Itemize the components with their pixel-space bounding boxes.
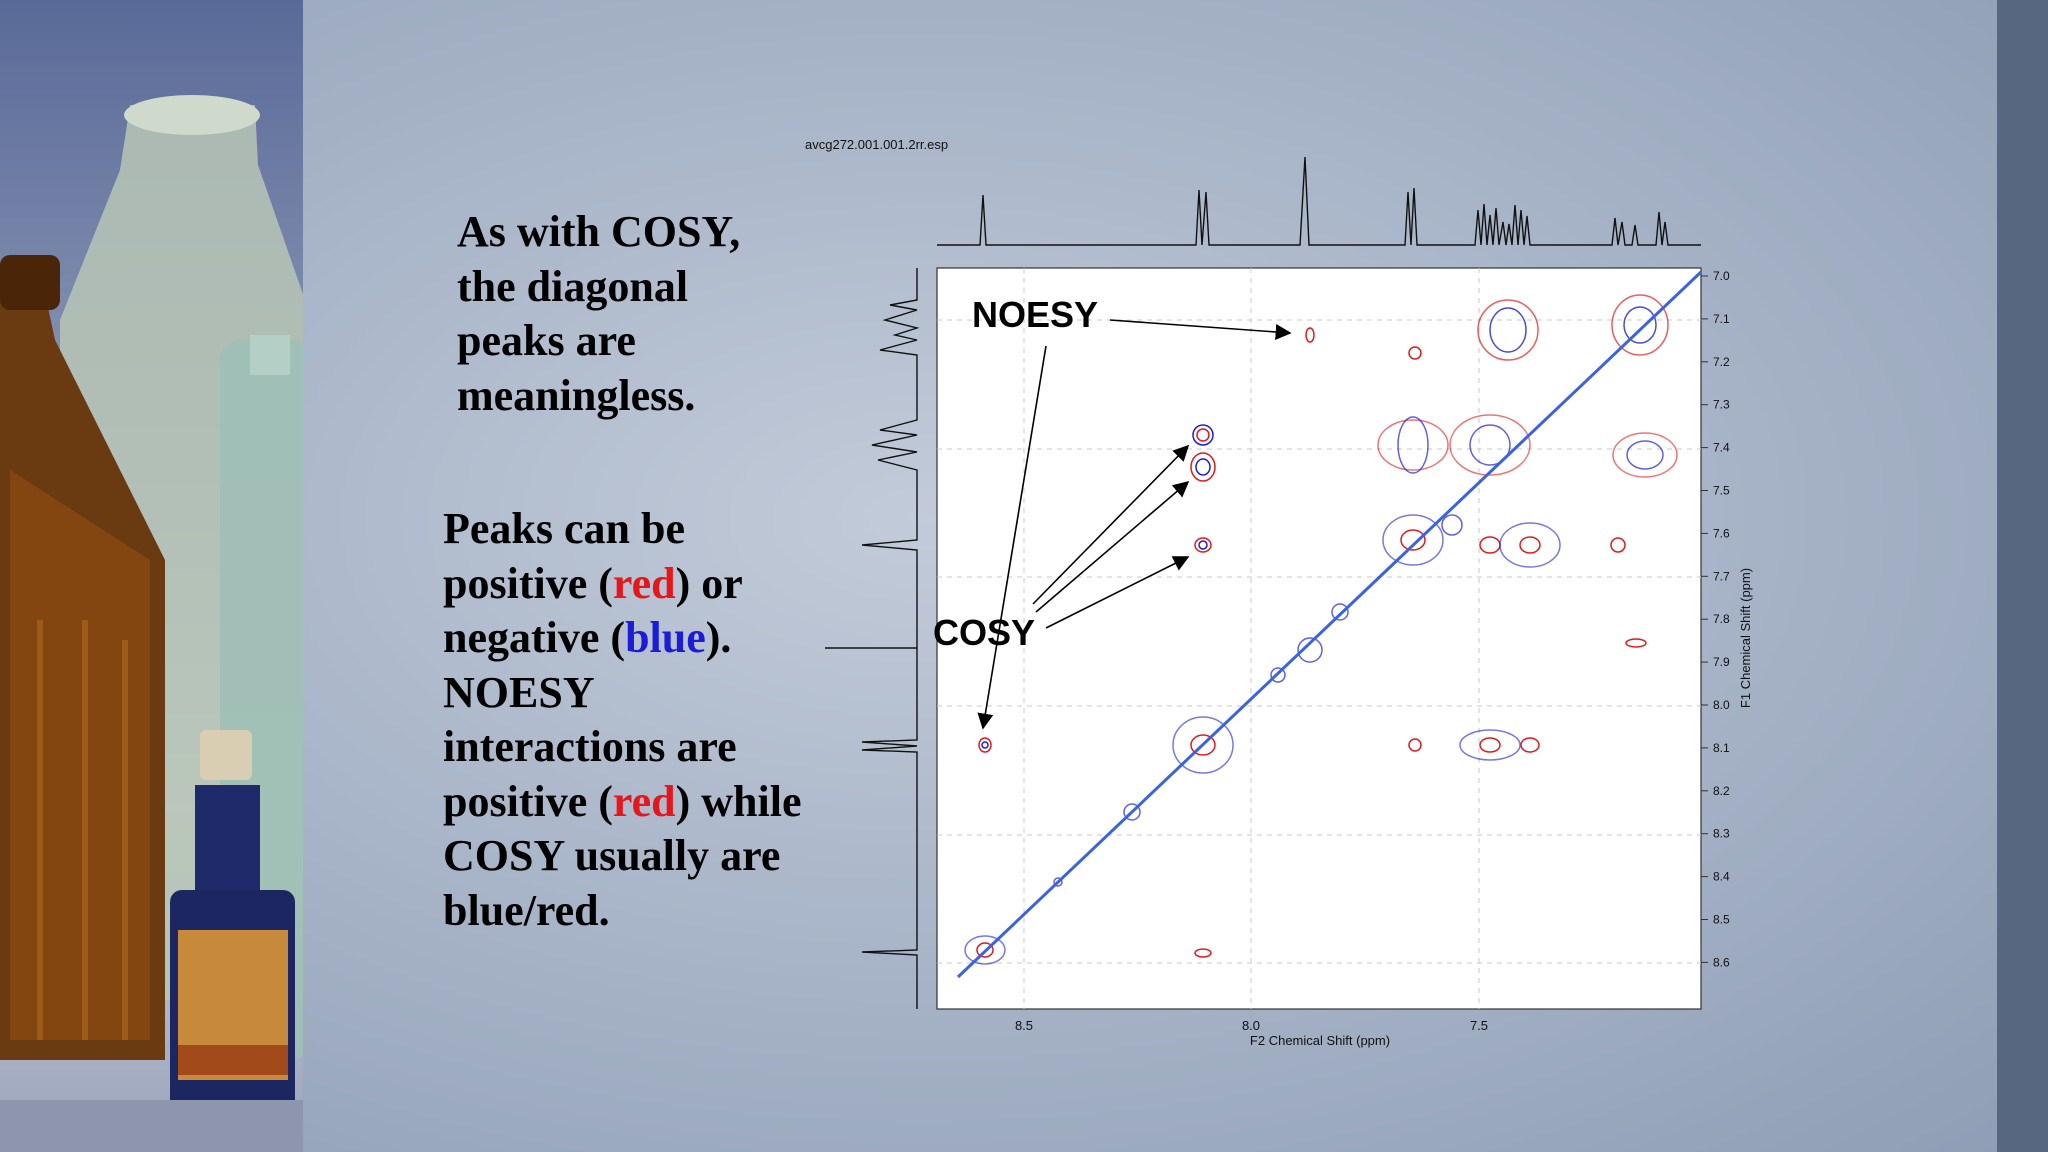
left-projection — [825, 268, 920, 1009]
p2-line-6-pre: positive ( — [443, 776, 613, 826]
y-axis-title: F1 Chemical Shift (ppm) — [1738, 568, 1753, 708]
paragraph-diagonal-peaks: As with COSY, the diagonal peaks are mea… — [457, 207, 741, 420]
y-tick-label: 8.4 — [1713, 870, 1730, 884]
y-tick-label: 7.5 — [1713, 484, 1730, 498]
p2-line-5: interactions are — [443, 722, 737, 771]
cosy-callout: COSY — [933, 612, 1036, 653]
blue-word: blue — [625, 613, 706, 662]
p2-line-3-post: ). — [705, 613, 732, 662]
p2-line-2-post: ) or — [675, 558, 743, 608]
y-axis: 7.0 7.1 7.2 7.3 7.4 7.5 7.6 7.7 7.8 7.9 8.0 8.1 8.2 8… — [1701, 269, 1730, 969]
y-tick-label: 8.6 — [1713, 955, 1730, 969]
y-tick-label: 8.2 — [1713, 784, 1730, 798]
y-tick-label: 7.4 — [1713, 441, 1730, 455]
cross-peaks — [964, 294, 1678, 965]
x-axis: 8.5 8.0 7.5 F2 Chemical Shift (ppm) — [1015, 1018, 1488, 1048]
y-tick-label: 8.0 — [1713, 698, 1730, 712]
x-axis-title: F2 Chemical Shift (ppm) — [1250, 1033, 1390, 1048]
y-tick-label: 7.3 — [1713, 398, 1730, 412]
p2-line-6-post: ) while — [675, 776, 802, 826]
p2-line-7: COSY usually are — [443, 831, 781, 880]
x-tick-label: 8.5 — [1015, 1018, 1033, 1033]
p2-line-4: NOESY — [443, 667, 595, 717]
y-tick-label: 7.2 — [1713, 355, 1730, 369]
paragraph-peak-signs: Peaks can be positive (red) or negative … — [443, 502, 863, 938]
p2-line-1: Peaks can be — [443, 504, 685, 553]
p2-line-8: blue/red. — [443, 885, 610, 935]
y-tick-label: 8.5 — [1713, 913, 1730, 927]
bottles-photo — [0, 0, 303, 1152]
y-tick-label: 7.9 — [1713, 655, 1730, 669]
x-tick-label: 8.0 — [1242, 1018, 1260, 1033]
noesy-callout: NOESY — [972, 294, 1099, 335]
callout-arrows — [977, 319, 1292, 730]
right-accent-bar — [1997, 0, 2048, 1152]
y-tick-label: 7.1 — [1713, 312, 1730, 326]
y-tick-label: 8.3 — [1713, 827, 1730, 841]
y-tick-label: 7.7 — [1713, 569, 1730, 583]
top-projection — [937, 156, 1701, 246]
diagonal-line — [956, 270, 1703, 979]
x-tick-label: 7.5 — [1470, 1018, 1488, 1033]
y-tick-label: 7.0 — [1713, 269, 1730, 283]
p2-line-2-pre: positive ( — [443, 558, 613, 608]
red-word-2: red — [612, 776, 676, 826]
y-tick-label: 7.8 — [1713, 612, 1730, 626]
grid — [937, 268, 1701, 1009]
red-word-1: red — [612, 558, 676, 608]
spectrum-filename: avcg272.001.001.2rr.esp — [805, 137, 949, 152]
p2-line-3-pre: negative ( — [443, 613, 626, 662]
y-tick-label: 8.1 — [1713, 741, 1730, 755]
y-tick-label: 7.6 — [1713, 526, 1730, 540]
